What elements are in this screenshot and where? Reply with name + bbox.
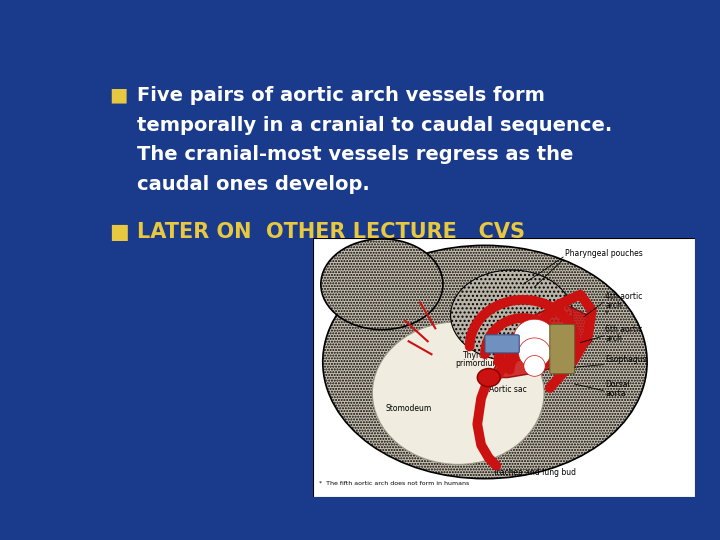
Text: ■: ■: [109, 85, 128, 105]
Text: *: *: [605, 309, 609, 319]
Text: aorta: aorta: [605, 389, 626, 398]
Ellipse shape: [321, 239, 443, 329]
Text: *  The fifth aortic arch does not form in humans: * The fifth aortic arch does not form in…: [319, 481, 469, 486]
Text: 6th aortic: 6th aortic: [605, 325, 642, 334]
Text: Esophagus: Esophagus: [605, 355, 647, 364]
Text: Dorsal: Dorsal: [605, 380, 630, 389]
FancyBboxPatch shape: [485, 335, 519, 353]
Ellipse shape: [518, 338, 551, 368]
Polygon shape: [489, 302, 592, 377]
Ellipse shape: [524, 355, 545, 376]
Text: ■: ■: [109, 222, 130, 242]
Text: arch: arch: [605, 334, 622, 343]
Ellipse shape: [477, 368, 500, 387]
FancyBboxPatch shape: [550, 325, 575, 374]
Text: arch: arch: [605, 301, 622, 309]
Ellipse shape: [513, 319, 556, 358]
Text: Trachea and lung bud: Trachea and lung bud: [493, 468, 576, 477]
Text: caudal ones develop.: caudal ones develop.: [138, 176, 370, 194]
Ellipse shape: [372, 322, 544, 464]
Text: 4th aortic: 4th aortic: [605, 292, 642, 301]
Text: Five pairs of aortic arch vessels form: Five pairs of aortic arch vessels form: [138, 85, 545, 105]
Text: Aortic sac: Aortic sac: [489, 385, 527, 394]
Text: temporally in a cranial to caudal sequence.: temporally in a cranial to caudal sequen…: [138, 116, 613, 134]
Text: Stomodeum: Stomodeum: [385, 404, 432, 413]
Text: LATER ON  OTHER LECTURE   CVS: LATER ON OTHER LECTURE CVS: [138, 222, 526, 242]
FancyBboxPatch shape: [313, 238, 695, 497]
Ellipse shape: [323, 245, 647, 478]
Ellipse shape: [451, 270, 572, 361]
Text: primordium: primordium: [455, 359, 500, 368]
Text: Thyroid: Thyroid: [463, 351, 492, 360]
Text: Pharyngeal pouches: Pharyngeal pouches: [565, 249, 643, 258]
Text: The cranial-most vessels regress as the: The cranial-most vessels regress as the: [138, 145, 574, 165]
